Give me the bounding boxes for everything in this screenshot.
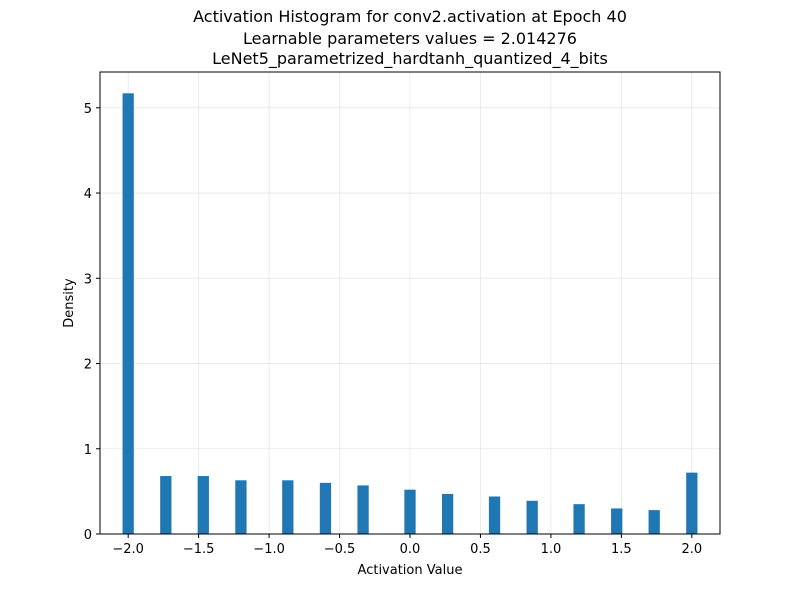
y-tick-label: 3 xyxy=(84,272,92,287)
chart-title-line-3: LeNet5_parametrized_hardtanh_quantized_4… xyxy=(212,49,608,69)
x-axis-ticks: −2.0 −1.5 −1.0 −0.5 0.0 0.5 1.0 1.5 2.0 xyxy=(112,534,702,557)
x-tick-label: 0.0 xyxy=(400,542,421,557)
histogram-bar-4 xyxy=(235,480,247,534)
x-tick-label: −1.5 xyxy=(183,542,215,557)
y-axis-label: Density xyxy=(62,278,77,328)
x-tick-label: 1.0 xyxy=(541,542,562,557)
chart-title-line-1: Activation Histogram for conv2.activatio… xyxy=(193,7,627,26)
histogram-bar-11 xyxy=(526,500,538,534)
histogram-bar-13 xyxy=(611,508,623,534)
y-tick-label: 5 xyxy=(84,102,92,117)
histogram-bar-2 xyxy=(160,476,172,534)
histogram-bar-7 xyxy=(357,485,369,534)
x-tick-label: 1.5 xyxy=(611,542,632,557)
y-tick-label: 2 xyxy=(84,358,92,373)
histogram-bar-3 xyxy=(197,476,209,534)
histogram-bar-9 xyxy=(441,493,454,534)
histogram-bar-10 xyxy=(488,496,501,534)
x-tick-label: −2.0 xyxy=(112,542,144,557)
y-tick-label: 0 xyxy=(84,528,92,543)
y-tick-label: 4 xyxy=(84,187,92,202)
histogram-bar-12 xyxy=(573,504,585,534)
y-axis-ticks: 0 1 2 3 4 5 xyxy=(84,102,100,543)
chart-title-line-2: Learnable parameters values = 2.014276 xyxy=(243,29,577,48)
histogram-bars xyxy=(122,93,698,534)
histogram-bar-14 xyxy=(648,510,660,534)
grid-lines xyxy=(100,72,720,535)
x-tick-label: −1.0 xyxy=(253,542,285,557)
histogram-bar-8 xyxy=(404,489,416,534)
histogram-bar-1 xyxy=(122,93,134,534)
y-tick-label: 1 xyxy=(84,443,92,458)
x-tick-label: −0.5 xyxy=(324,542,356,557)
chart-title: Activation Histogram for conv2.activatio… xyxy=(193,7,627,69)
histogram-bar-5 xyxy=(282,480,294,534)
x-axis-label: Activation Value xyxy=(358,563,463,578)
histogram-bar-6 xyxy=(319,482,332,534)
x-tick-label: 2.0 xyxy=(681,542,702,557)
histogram-bar-15 xyxy=(686,472,698,534)
x-tick-label: 0.5 xyxy=(470,542,491,557)
